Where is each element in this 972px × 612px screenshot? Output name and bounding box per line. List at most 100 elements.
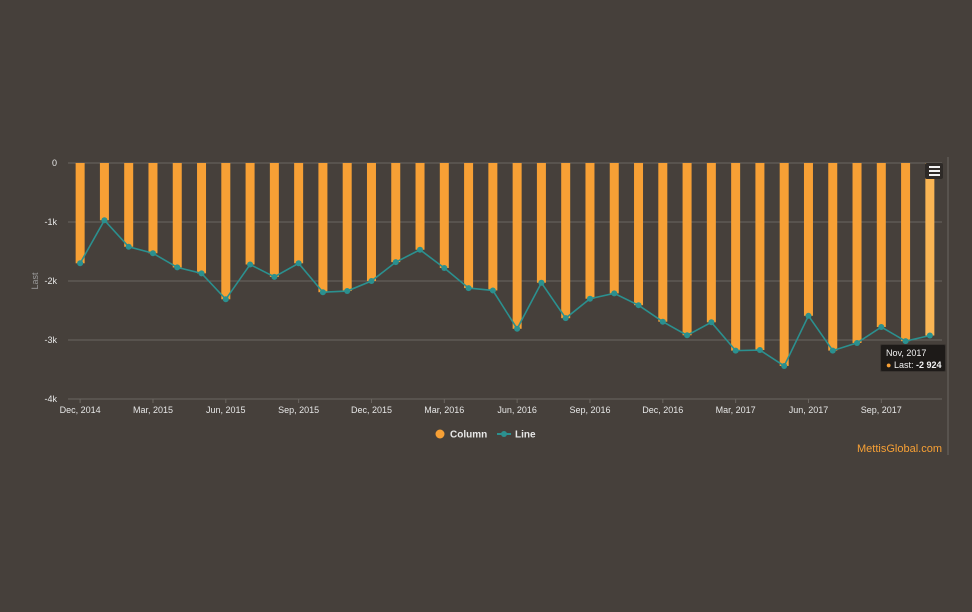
x-tick-label: Jun, 2017 [789, 405, 829, 415]
bar[interactable] [852, 163, 862, 343]
bar[interactable] [682, 163, 692, 336]
bar[interactable] [124, 163, 134, 247]
line-point[interactable] [732, 347, 739, 354]
series-line [79, 218, 931, 368]
line-point[interactable] [708, 319, 715, 326]
line-point[interactable] [489, 287, 496, 294]
column-series [75, 163, 935, 366]
x-tick-label: Mar, 2016 [424, 405, 464, 415]
bar[interactable] [609, 163, 619, 294]
tooltip-date: Nov, 2017 [886, 348, 927, 358]
x-tick-label: Dec, 2015 [351, 405, 392, 415]
bar[interactable] [536, 163, 546, 283]
line-point[interactable] [101, 217, 108, 224]
line-point[interactable] [368, 278, 375, 284]
bar[interactable] [342, 163, 352, 292]
bar[interactable] [512, 163, 522, 329]
x-tick-label: Sep, 2016 [569, 405, 610, 415]
bar[interactable] [561, 163, 571, 319]
credit-link[interactable]: MettisGlobal.com [857, 443, 942, 455]
bar[interactable] [464, 163, 474, 289]
bar[interactable] [221, 163, 231, 300]
x-tick-label: Dec, 2014 [60, 405, 101, 415]
bar[interactable] [634, 163, 644, 306]
bar[interactable] [488, 163, 498, 291]
line-point[interactable] [417, 246, 424, 253]
line-point[interactable] [756, 347, 763, 354]
bar[interactable] [658, 163, 668, 322]
bar[interactable] [901, 163, 911, 342]
line-point[interactable] [854, 339, 861, 346]
bar[interactable] [245, 163, 255, 265]
line-point[interactable] [926, 332, 933, 339]
bar[interactable] [585, 163, 595, 299]
bar[interactable] [366, 163, 376, 281]
bar[interactable] [197, 163, 207, 274]
hamburger-menu-icon [928, 170, 940, 172]
line-point[interactable] [805, 312, 812, 319]
line-point[interactable] [586, 295, 593, 302]
bar[interactable] [99, 163, 109, 221]
bar[interactable] [803, 163, 813, 316]
line-point[interactable] [441, 265, 448, 272]
x-axis-labels: Dec, 2014 Mar, 2015 Jun, 2015 Sep, 2015 Dec,… [60, 399, 902, 415]
line-point[interactable] [878, 324, 885, 331]
line-point[interactable] [198, 270, 205, 277]
bar[interactable] [925, 163, 935, 336]
legend-item-line[interactable]: Line [497, 430, 536, 441]
bar[interactable] [731, 163, 741, 351]
x-tick-label: Jun, 2015 [206, 405, 246, 415]
line-point[interactable] [659, 318, 666, 325]
bar[interactable] [828, 163, 838, 351]
line-point[interactable] [538, 279, 545, 286]
y-tick-label: 0 [52, 158, 57, 168]
bar[interactable] [391, 163, 401, 263]
line-point[interactable] [611, 290, 618, 297]
legend-column-label: Column [450, 430, 487, 441]
line-point[interactable] [149, 250, 156, 257]
line-point[interactable] [392, 259, 399, 266]
bar[interactable] [148, 163, 158, 254]
line-point[interactable] [174, 264, 181, 271]
line-point[interactable] [562, 315, 569, 322]
line-point[interactable] [902, 338, 909, 345]
bar[interactable] [439, 163, 449, 269]
bar[interactable] [318, 163, 328, 293]
bar[interactable] [75, 163, 85, 264]
line-point[interactable] [829, 347, 836, 354]
y-tick-label: -1k [44, 217, 57, 227]
line-point[interactable] [465, 285, 472, 292]
line-point[interactable] [344, 288, 351, 295]
line-point[interactable] [635, 302, 642, 309]
x-tick-label: Sep, 2017 [861, 405, 902, 415]
y-tick-label: -2k [44, 276, 57, 286]
tooltip-value: -2 924 [915, 360, 942, 370]
bar[interactable] [172, 163, 182, 268]
bar[interactable] [294, 163, 304, 264]
line-point[interactable] [77, 260, 84, 267]
line-point[interactable] [781, 362, 788, 369]
legend-item-column[interactable]: Column [435, 429, 488, 441]
chart-menu-button[interactable] [925, 163, 943, 179]
line-point[interactable] [319, 289, 326, 296]
line-point[interactable] [514, 325, 521, 332]
y-tick-label: -4k [44, 394, 57, 404]
bar[interactable] [876, 163, 886, 328]
x-tick-label: Mar, 2015 [133, 405, 173, 415]
bar[interactable] [755, 163, 765, 351]
legend: Column Line [435, 429, 536, 441]
bar[interactable] [706, 163, 716, 323]
legend-line-marker [501, 431, 507, 437]
line-point[interactable] [684, 332, 691, 339]
line-point[interactable] [295, 260, 302, 267]
bar[interactable] [269, 163, 279, 277]
bar[interactable] [415, 163, 425, 250]
legend-column-marker [435, 429, 445, 439]
line-point[interactable] [222, 296, 229, 303]
hamburger-menu-icon [928, 174, 940, 176]
x-tick-label: Sep, 2015 [278, 405, 319, 415]
bar[interactable] [779, 163, 789, 366]
line-point[interactable] [271, 273, 278, 280]
line-point[interactable] [125, 243, 132, 250]
line-point[interactable] [247, 261, 254, 268]
